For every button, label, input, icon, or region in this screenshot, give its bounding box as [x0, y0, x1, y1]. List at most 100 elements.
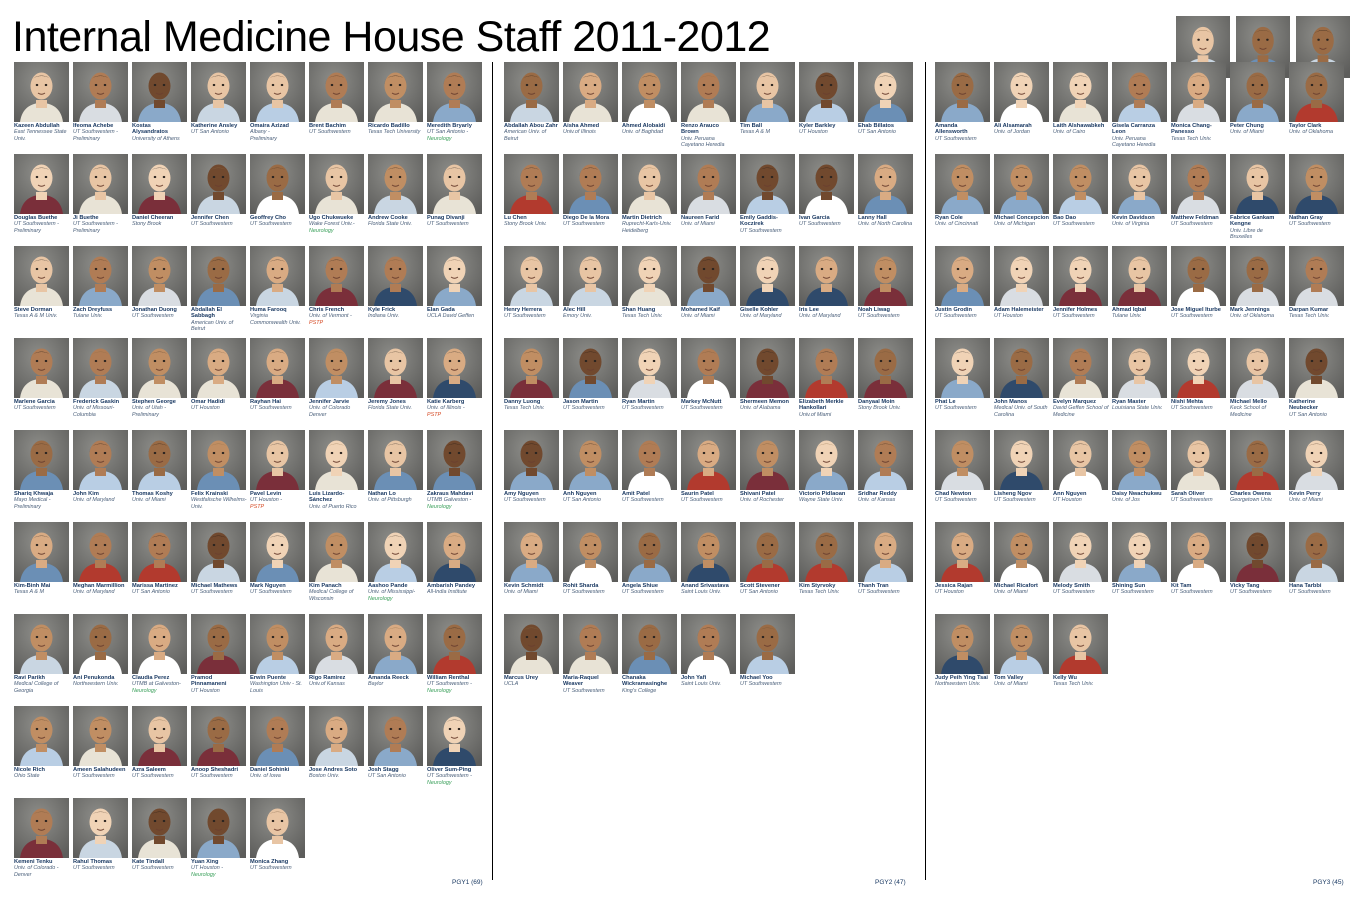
resident-name: Angela Shiue	[622, 583, 659, 589]
resident-portrait	[191, 614, 247, 674]
resident-name: Andrew Cooke	[368, 215, 408, 221]
resident-name: Jennifer Chen	[191, 215, 229, 221]
resident-school: UT Southwestern	[73, 773, 115, 780]
page-title: Internal Medicine House Staff 2011-2012	[12, 13, 771, 61]
resident-portrait	[73, 246, 129, 306]
resident-portrait	[858, 430, 914, 490]
resident-school: UTMB Galveston -	[427, 497, 472, 504]
resident-portrait	[622, 62, 678, 122]
resident-portrait	[73, 798, 129, 858]
resident-program-tag: Neurology	[427, 503, 452, 510]
resident-card: Monica Zhang UT Southwestern	[250, 798, 309, 890]
resident-name: Ambarish Pandey	[427, 583, 476, 589]
resident-card: Mark Nguyen UT Southwestern	[250, 522, 309, 614]
resident-name: Justin Grodin	[935, 307, 972, 313]
resident-school: UT Southwestern	[1053, 313, 1095, 320]
resident-portrait	[935, 246, 991, 306]
resident-school: Florida State Univ.	[368, 221, 412, 228]
resident-portrait	[368, 522, 424, 582]
resident-card: Chanaka Wickramasinghe King's College	[622, 614, 681, 706]
resident-school: UT Southwestern	[681, 405, 723, 412]
resident-school: UT Southwestern -	[14, 221, 59, 228]
resident-school: Univ. of Maryland	[73, 589, 115, 596]
resident-card: Erwin Puente Washington Univ - St. Louis	[250, 614, 309, 706]
resident-card: Katie Karberg Univ. of Illinois - PSTP	[427, 338, 486, 430]
resident-portrait	[309, 62, 365, 122]
resident-program-tag: Neurology	[309, 227, 334, 234]
resident-portrait	[1289, 522, 1345, 582]
resident-school: Ohio State	[14, 773, 40, 780]
resident-school: Univ. of Puerto Rico	[309, 503, 357, 510]
resident-portrait	[250, 614, 306, 674]
resident-name: Kevin Perry	[1289, 491, 1321, 497]
resident-portrait	[563, 154, 619, 214]
resident-school: UT Southwestern	[994, 497, 1036, 504]
resident-school: UT Southwestern	[132, 773, 174, 780]
resident-name: Amit Patel	[622, 491, 650, 497]
resident-name: Ifeoma Achebe	[73, 123, 114, 129]
resident-name: Nicole Rich	[14, 767, 45, 773]
resident-portrait	[250, 154, 306, 214]
resident-card: Mohamed Kaif Univ. of Miami	[681, 246, 740, 338]
resident-school: Texas A & M	[14, 589, 44, 596]
resident-name: Jeremy Jones	[368, 399, 406, 405]
resident-portrait	[191, 706, 247, 766]
resident-school: East Tennessee State Univ.	[14, 129, 67, 142]
resident-portrait	[132, 62, 188, 122]
resident-portrait	[73, 62, 129, 122]
resident-card: Kevin Schmidt Univ. of Miami	[504, 522, 563, 614]
resident-name: Yuan Xing	[191, 859, 219, 865]
resident-school: UT Southwestern	[622, 497, 664, 504]
resident-card: Chris French Univ. of Vermont - PSTP	[309, 246, 368, 338]
resident-school: Univ. of Miami	[132, 497, 166, 504]
resident-name: Michael Mathews	[191, 583, 238, 589]
resident-card: Elan Gada UCLA David Geffen	[427, 246, 486, 338]
resident-card: Darpan Kumar Texas Tech Univ.	[1289, 246, 1348, 338]
resident-name: Adam Halemeister	[994, 307, 1044, 313]
resident-name: Stephen George	[132, 399, 176, 405]
resident-card: Nicole Rich Ohio State	[14, 706, 73, 798]
resident-card: Scott Stevener UT San Antonio	[740, 522, 799, 614]
resident-name: Lanny Hall	[858, 215, 887, 221]
resident-card: Kostas Alysandratos University of Athens	[132, 62, 191, 154]
resident-portrait	[935, 62, 991, 122]
resident-portrait	[858, 522, 914, 582]
resident-name: Meredith Bryarly	[427, 123, 472, 129]
resident-card: Kyler Barkley UT Houston	[799, 62, 858, 154]
resident-portrait	[132, 798, 188, 858]
resident-name: Naureen Farid	[681, 215, 720, 221]
resident-portrait	[1053, 430, 1109, 490]
resident-portrait	[504, 614, 560, 674]
resident-school: Ruprecht-Karls-Univ. Heidelberg	[622, 221, 672, 234]
resident-card: Chad Newton UT Southwestern	[935, 430, 994, 522]
resident-portrait	[427, 154, 483, 214]
resident-portrait	[504, 62, 560, 122]
resident-card: Ryan Cole Univ. of Cincinnati	[935, 154, 994, 246]
resident-portrait	[504, 154, 560, 214]
resident-school: American Univ. of Beirut	[504, 129, 547, 142]
resident-school: UT Southwestern	[935, 497, 977, 504]
resident-card: Ivan Garcia UT Southwestern	[799, 154, 858, 246]
resident-portrait	[191, 338, 247, 398]
resident-portrait	[1053, 154, 1109, 214]
pgy3-count-label: PGY3 (45)	[1313, 879, 1344, 886]
resident-card: Daniel Sohinki Univ. of Iowa	[250, 706, 309, 798]
resident-portrait	[799, 338, 855, 398]
resident-card: Jessica Rajan UT Houston	[935, 522, 994, 614]
resident-school: UT Southwestern	[1112, 589, 1154, 596]
resident-portrait	[1171, 62, 1227, 122]
resident-program-tag: Neurology	[191, 871, 216, 878]
resident-name: Kyle Frick	[368, 307, 396, 313]
resident-portrait	[132, 154, 188, 214]
resident-name: Emily Gaddis-Koczirek	[740, 215, 778, 228]
resident-card: Anoop Sheshadri UT Southwestern	[191, 706, 250, 798]
resident-school: Saint Louis Univ.	[681, 681, 722, 688]
resident-portrait	[14, 154, 70, 214]
resident-portrait	[427, 246, 483, 306]
resident-school: UT Southwestern	[250, 589, 292, 596]
resident-portrait	[1053, 338, 1109, 398]
resident-name: Ameen Salahudeen	[73, 767, 126, 773]
resident-card: Huma Farooq Virginia Commonwealth Univ.	[250, 246, 309, 338]
resident-portrait	[681, 614, 737, 674]
resident-portrait	[309, 246, 365, 306]
